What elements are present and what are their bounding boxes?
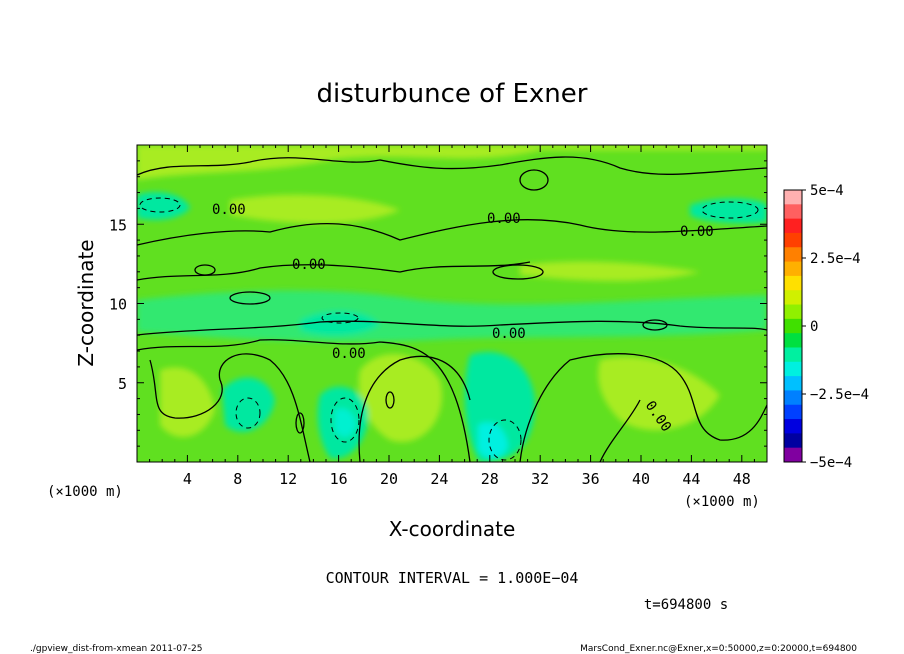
colorbar-swatch bbox=[784, 361, 802, 377]
x-tick-label: 8 bbox=[233, 470, 242, 488]
contour-label: 0.00 bbox=[487, 211, 521, 227]
colorbar-swatch bbox=[784, 390, 802, 406]
x-tick-label: 40 bbox=[632, 470, 650, 488]
y-tick-label: 15 bbox=[109, 216, 127, 234]
x-tick-label: 44 bbox=[682, 470, 700, 488]
colorbar-swatch bbox=[784, 218, 802, 234]
colorbar-swatch bbox=[784, 404, 802, 420]
time-label: t=694800 s bbox=[644, 597, 728, 613]
colorbar-tick-label: −2.5e−4 bbox=[810, 387, 869, 403]
contour-label: 0.00 bbox=[492, 326, 526, 342]
colorbar-swatch bbox=[784, 318, 802, 334]
colorbar-tick-label: 2.5e−4 bbox=[810, 251, 861, 267]
y-axis-label: Z-coordinate bbox=[74, 239, 98, 366]
colorbar-tick-label: 5e−4 bbox=[810, 183, 844, 199]
colorbar-swatch bbox=[784, 376, 802, 391]
x-tick-label: 36 bbox=[582, 470, 600, 488]
contour-label: 0.00 bbox=[212, 202, 246, 218]
x-tick-label: 28 bbox=[481, 470, 499, 488]
x-axis-label: X-coordinate bbox=[389, 517, 516, 541]
x-axis: 4 8 12 16 20 24 28 32 36 40 44 48 bbox=[149, 145, 768, 488]
contour-interval: CONTOUR INTERVAL = 1.000E−04 bbox=[326, 569, 579, 587]
colorbar-swatch bbox=[784, 232, 802, 248]
contour-label: 0.00 bbox=[680, 224, 714, 240]
x-tick-label: 4 bbox=[183, 470, 192, 488]
colorbar-swatch bbox=[784, 333, 802, 348]
colorbar-swatch bbox=[784, 261, 802, 277]
contour-label: 0.00 bbox=[292, 257, 326, 273]
x-tick-label: 20 bbox=[380, 470, 398, 488]
colorbar-swatch bbox=[784, 204, 802, 220]
footer-left: ./gpview_dist-from-xmean 2011-07-25 bbox=[30, 644, 202, 654]
colorbar-swatch bbox=[784, 419, 802, 434]
x-tick-label: 48 bbox=[733, 470, 751, 488]
plot-area: 0.00 0.00 0.00 0.00 0.00 0.00 0.00 bbox=[137, 145, 767, 462]
colorbar-swatch bbox=[784, 190, 802, 205]
x-unit-right: (×1000 m) bbox=[684, 494, 760, 510]
colorbar-tick-label: 0 bbox=[810, 319, 818, 335]
colorbar-tick-label: −5e−4 bbox=[810, 455, 852, 471]
colorbar-swatch bbox=[784, 433, 802, 449]
colorbar-swatch bbox=[784, 290, 802, 306]
colorbar-swatch bbox=[784, 347, 802, 363]
colorbar-swatch bbox=[784, 447, 802, 463]
colorbar-swatch bbox=[784, 247, 802, 263]
colorbar-swatch bbox=[784, 275, 802, 291]
y-tick-label: 10 bbox=[109, 296, 127, 314]
chart-title: disturbunce of Exner bbox=[317, 79, 588, 109]
colorbar-swatch bbox=[784, 304, 802, 320]
x-tick-label: 16 bbox=[330, 470, 348, 488]
colorbar: 5e−4 2.5e−4 0 −2.5e−4 −5e−4 bbox=[783, 183, 869, 471]
x-tick-label: 32 bbox=[531, 470, 549, 488]
contour-label: 0.00 bbox=[332, 346, 366, 362]
y-axis: 5 10 15 bbox=[109, 160, 767, 447]
x-unit-left: (×1000 m) bbox=[47, 484, 123, 500]
footer-right: MarsCond_Exner.nc@Exner,x=0:50000,z=0:20… bbox=[580, 644, 857, 654]
y-tick-label: 5 bbox=[118, 375, 127, 393]
x-tick-label: 24 bbox=[430, 470, 448, 488]
x-tick-label: 12 bbox=[279, 470, 297, 488]
